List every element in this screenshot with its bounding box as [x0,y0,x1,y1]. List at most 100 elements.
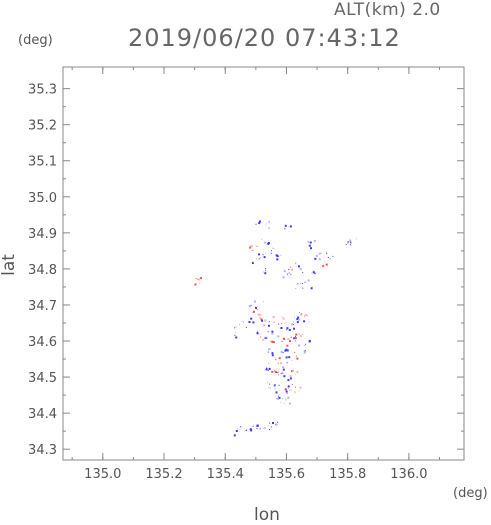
echo-pixel [268,227,270,229]
echo-pixel [235,430,238,432]
echo-pixel [281,340,283,342]
echo-negative [345,239,352,246]
echo-pixel [265,270,267,272]
y-tick-label: 34.5 [28,371,57,386]
echo-pixel [305,343,307,345]
echo-negative [241,320,247,328]
echo-pixel [296,321,299,324]
echo-positive [299,312,308,317]
echo-pixel [250,304,252,306]
echo-pixel [310,247,312,250]
echo-pixel [268,362,270,364]
echo-pixel [239,426,241,428]
echo-pixel [271,352,274,355]
echo-negative [283,396,291,405]
echo-pixel [320,252,322,254]
echo-pixel [297,283,299,285]
echo-pixel [267,331,269,333]
y-tick-label: 34.3 [28,443,57,458]
echo-pixel [255,301,256,303]
echo-pixel [349,244,351,246]
echo-pixel [302,272,304,274]
echo-pixel [302,283,303,285]
echo-pixel [200,277,202,280]
echo-pixel [290,336,292,338]
echo-pixel [257,313,260,316]
echo-pixel [290,273,292,275]
echo-pixel [303,320,306,323]
y-tick-label: 35.0 [28,191,57,206]
echo-pixel [270,426,272,428]
echo-pixel [250,429,253,432]
echo-negative [256,331,259,335]
echo-pixel [268,348,270,351]
echo-negative [295,283,304,289]
echo-negative [234,331,238,339]
echo-negative [305,340,311,345]
echo-pixel [350,241,351,243]
echo-pixel [264,241,267,244]
echo-pixel [292,352,294,354]
echo-pixel [287,361,288,363]
echo-positive [291,384,302,393]
echo-pixel [274,370,276,372]
echo-pixel [299,312,301,314]
echo-pixel [291,268,293,271]
echo-pixel [252,250,254,251]
echo-pixel [256,424,259,427]
x-unit-label: (deg) [453,486,488,501]
echo-pixel [312,271,315,274]
y-tick-label: 35.3 [28,83,57,98]
echo-pixel [266,367,268,369]
echo-pixel [236,428,238,430]
echo-pixel [255,258,257,260]
echo-pixel [264,369,266,371]
echo-positive [271,369,279,376]
echo-negative [255,220,261,225]
echo-pixel [262,301,264,303]
echo-pixel [289,375,292,378]
echo-pixel [324,260,326,262]
echo-pixel [241,320,243,322]
echo-negative [264,422,274,431]
echo-pixel [282,352,284,354]
echo-pixel [287,385,290,388]
echo-pixel [308,321,310,323]
echo-pixel [281,372,284,375]
echo-pixel [268,387,270,389]
axis-tick-labels: 135.0 135.2 135.4 135.6 135.8 136.0 34.3 34.4 34… [28,83,427,482]
echo-pixel [293,321,295,323]
echo-pixel [288,226,290,228]
echo-pixel [291,384,293,386]
echo-pixel [280,373,282,374]
echo-pixel [298,318,300,321]
echo-pixel [322,265,325,268]
echo-pixel [307,315,309,317]
echo-pixel [282,276,285,279]
echo-pixel [272,247,274,249]
echo-pixel [258,253,260,256]
echo-pixel [277,371,279,373]
echo-pixel [271,332,274,335]
echo-positive [259,314,267,322]
echo-pixel [293,337,296,340]
echo-pixel [195,278,197,280]
echo-pixel [275,359,277,361]
echo-pixel [271,340,274,343]
echo-pixel [270,348,272,350]
echo-pixel [246,429,248,431]
echo-pixel [277,395,279,397]
echo-pixel [265,223,267,225]
echo-pixel [280,401,282,403]
echo-pixel [256,427,258,429]
echo-pixel [258,339,260,341]
echo-pixel [295,265,297,267]
echo-pixel [283,402,285,404]
echo-negative [256,424,264,430]
altitude-label: ALT(km) 2.0 [334,0,441,20]
echo-pixel [271,354,274,357]
echo-pixel [299,334,302,337]
echo-pixel [297,316,300,319]
echo-pixel [291,359,293,361]
